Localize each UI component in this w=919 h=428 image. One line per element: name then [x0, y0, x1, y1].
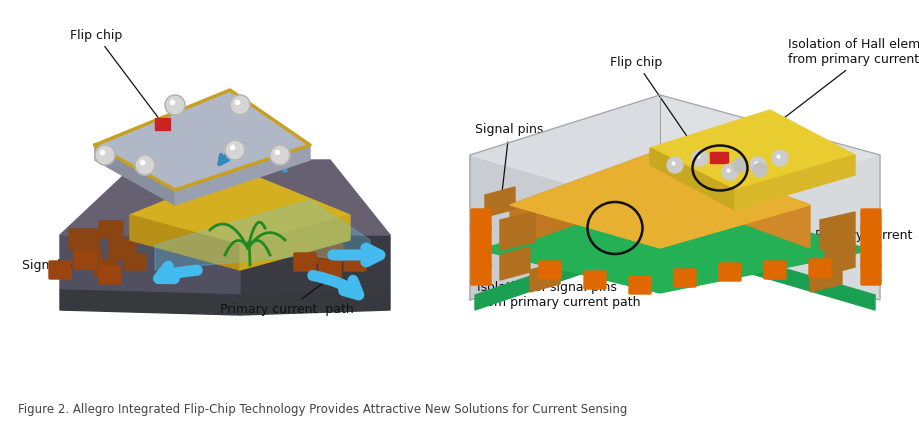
- FancyBboxPatch shape: [861, 245, 881, 267]
- FancyBboxPatch shape: [629, 276, 651, 294]
- Polygon shape: [500, 212, 535, 250]
- FancyBboxPatch shape: [94, 259, 118, 276]
- Polygon shape: [470, 95, 660, 300]
- Polygon shape: [510, 150, 810, 248]
- FancyBboxPatch shape: [719, 263, 741, 281]
- Polygon shape: [240, 175, 390, 295]
- FancyBboxPatch shape: [861, 209, 881, 231]
- Polygon shape: [60, 175, 240, 295]
- FancyBboxPatch shape: [471, 263, 491, 285]
- FancyBboxPatch shape: [274, 237, 296, 253]
- FancyBboxPatch shape: [764, 261, 786, 279]
- FancyBboxPatch shape: [74, 247, 101, 265]
- FancyBboxPatch shape: [49, 261, 71, 279]
- FancyBboxPatch shape: [99, 266, 121, 284]
- Text: Figure 2. Allegro Integrated Flip-Chip Technology Provides Attractive New Soluti: Figure 2. Allegro Integrated Flip-Chip T…: [18, 404, 628, 416]
- FancyBboxPatch shape: [294, 253, 316, 271]
- FancyBboxPatch shape: [99, 221, 123, 238]
- FancyBboxPatch shape: [74, 251, 96, 269]
- FancyBboxPatch shape: [319, 244, 343, 261]
- FancyBboxPatch shape: [471, 209, 491, 231]
- Polygon shape: [130, 170, 350, 245]
- FancyBboxPatch shape: [344, 253, 366, 271]
- FancyBboxPatch shape: [539, 261, 561, 279]
- Polygon shape: [95, 90, 310, 190]
- Polygon shape: [95, 145, 175, 205]
- FancyBboxPatch shape: [319, 261, 341, 279]
- Circle shape: [165, 95, 185, 115]
- FancyBboxPatch shape: [289, 214, 319, 234]
- Polygon shape: [650, 110, 855, 190]
- Circle shape: [135, 155, 155, 175]
- FancyBboxPatch shape: [584, 271, 606, 289]
- FancyBboxPatch shape: [299, 247, 326, 263]
- Circle shape: [270, 145, 290, 165]
- Text: Primary current  path: Primary current path: [220, 279, 354, 316]
- Polygon shape: [240, 215, 350, 270]
- Circle shape: [230, 95, 250, 115]
- Text: Primary current  path: Primary current path: [815, 229, 919, 266]
- Polygon shape: [175, 145, 310, 205]
- Text: Flip chip: Flip chip: [610, 56, 694, 146]
- FancyBboxPatch shape: [471, 227, 491, 249]
- Polygon shape: [60, 160, 390, 235]
- Polygon shape: [710, 152, 728, 163]
- Polygon shape: [130, 215, 240, 270]
- Polygon shape: [660, 150, 810, 248]
- Text: Flip chip: Flip chip: [70, 29, 174, 138]
- Polygon shape: [155, 118, 170, 130]
- Polygon shape: [485, 187, 515, 217]
- Polygon shape: [820, 212, 855, 250]
- Text: Signal pins: Signal pins: [22, 259, 90, 271]
- Text: Isolation of Hall element
from primary current path: Isolation of Hall element from primary c…: [747, 38, 919, 146]
- Circle shape: [733, 158, 747, 172]
- Text: Isolation of signal pins
from primary current path: Isolation of signal pins from primary cu…: [477, 278, 641, 309]
- FancyBboxPatch shape: [471, 245, 491, 267]
- Polygon shape: [810, 262, 842, 292]
- FancyBboxPatch shape: [109, 239, 136, 259]
- Circle shape: [225, 140, 245, 160]
- Circle shape: [95, 145, 115, 165]
- Text: Signal pins: Signal pins: [475, 124, 543, 207]
- Polygon shape: [480, 192, 872, 293]
- Polygon shape: [510, 150, 660, 248]
- Circle shape: [750, 157, 766, 173]
- Circle shape: [722, 164, 738, 180]
- FancyBboxPatch shape: [124, 254, 146, 270]
- Polygon shape: [60, 290, 390, 315]
- FancyBboxPatch shape: [809, 259, 831, 277]
- FancyBboxPatch shape: [861, 227, 881, 249]
- Polygon shape: [735, 155, 855, 210]
- Polygon shape: [155, 200, 370, 270]
- Circle shape: [692, 150, 708, 166]
- Circle shape: [753, 163, 767, 177]
- Polygon shape: [660, 95, 880, 300]
- Polygon shape: [500, 247, 530, 280]
- FancyBboxPatch shape: [309, 227, 336, 245]
- FancyBboxPatch shape: [861, 263, 881, 285]
- Circle shape: [772, 150, 788, 166]
- Polygon shape: [650, 148, 735, 210]
- FancyBboxPatch shape: [69, 229, 99, 249]
- Polygon shape: [470, 95, 880, 210]
- Polygon shape: [475, 232, 875, 310]
- FancyBboxPatch shape: [674, 269, 696, 287]
- Circle shape: [667, 157, 683, 173]
- Polygon shape: [825, 242, 855, 275]
- Polygon shape: [530, 262, 560, 292]
